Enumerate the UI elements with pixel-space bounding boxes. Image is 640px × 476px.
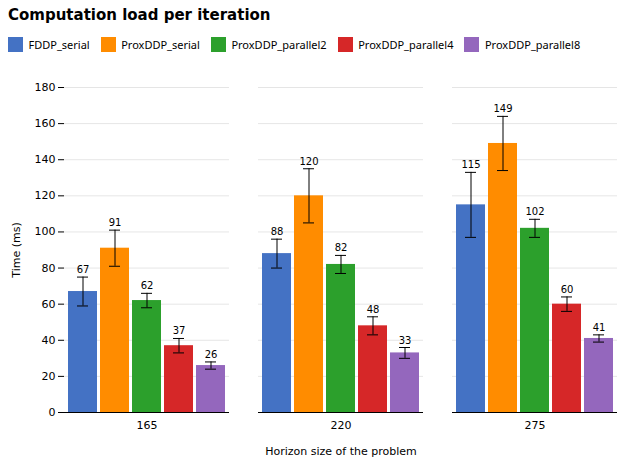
svg-text:88: 88 [271, 226, 284, 237]
svg-text:120: 120 [299, 155, 318, 166]
svg-text:0: 0 [49, 406, 56, 419]
svg-text:100: 100 [35, 225, 56, 238]
svg-text:82: 82 [335, 242, 348, 253]
svg-text:140: 140 [35, 153, 56, 166]
svg-text:Time (ms): Time (ms) [10, 222, 23, 278]
svg-text:115: 115 [461, 159, 480, 170]
svg-text:165: 165 [137, 419, 158, 432]
html-text:ProxDDP_parallel2: ProxDDP_parallel2 [231, 37, 327, 52]
html-text:Computation load per iteration: Computation load per iteration [8, 6, 271, 24]
svg-text:180: 180 [35, 81, 56, 94]
svg-text:37: 37 [173, 325, 186, 336]
html-text:ProxDDP_parallel4: ProxDDP_parallel4 [358, 37, 454, 52]
svg-text:149: 149 [493, 103, 512, 114]
svg-text:20: 20 [42, 369, 56, 382]
svg-text:41: 41 [593, 321, 606, 332]
svg-text:60: 60 [42, 297, 56, 310]
svg-text:275: 275 [525, 419, 546, 432]
svg-text:67: 67 [77, 264, 90, 275]
svg-text:48: 48 [367, 303, 380, 314]
svg-text:62: 62 [141, 280, 154, 291]
svg-text:220: 220 [331, 419, 352, 432]
svg-text:60: 60 [561, 283, 574, 294]
html-text:ProxDDP_parallel8: ProxDDP_parallel8 [484, 37, 581, 52]
svg-text:26: 26 [205, 348, 218, 359]
html-text:ProxDDP_serial: ProxDDP_serial [121, 37, 200, 52]
html-text:FDDP_serial: FDDP_serial [28, 37, 90, 52]
svg-text:40: 40 [42, 333, 56, 346]
svg-text:Horizon size of the problem: Horizon size of the problem [265, 444, 417, 457]
svg-text:80: 80 [42, 261, 56, 274]
svg-text:102: 102 [525, 206, 544, 217]
svg-text:160: 160 [35, 117, 56, 130]
svg-text:120: 120 [35, 189, 56, 202]
svg-text:91: 91 [109, 217, 122, 228]
svg-text:33: 33 [399, 334, 412, 345]
